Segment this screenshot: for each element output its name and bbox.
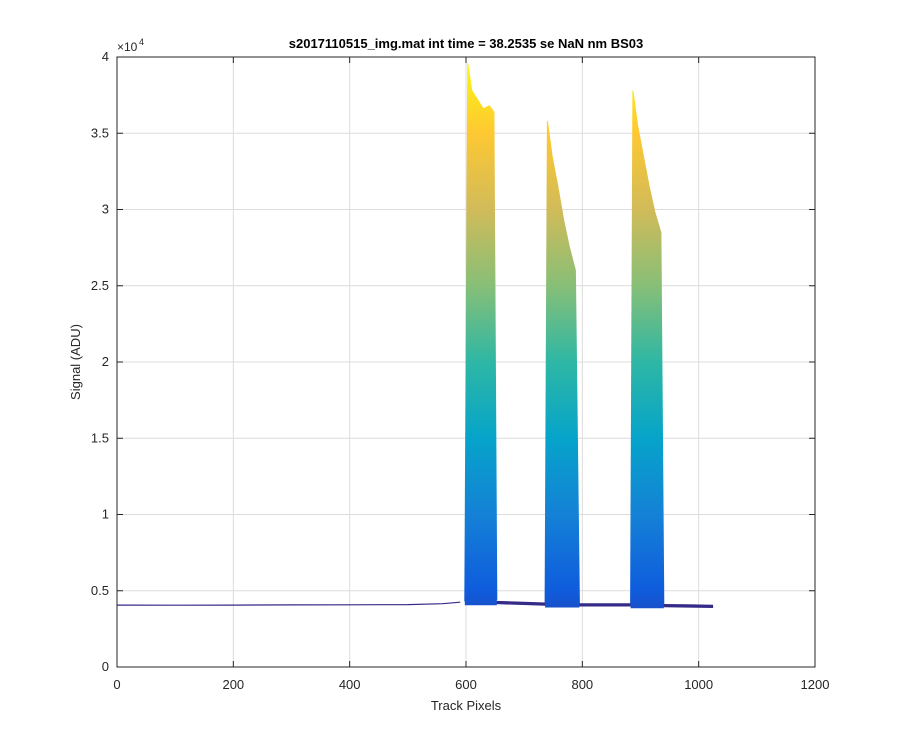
chart-title: s2017110515_img.mat int time = 38.2535 s… (289, 36, 643, 51)
y-tick-labels: 0 0.5 1 1.5 2 2.5 3 3.5 4 (91, 49, 109, 674)
gap-trace-3 (663, 603, 714, 609)
x-tick-label: 400 (339, 677, 361, 692)
y-tick-label: 3 (102, 202, 109, 217)
y-tick-label: 4 (102, 49, 109, 64)
data-layer (117, 63, 714, 609)
y-tick-label: 0 (102, 659, 109, 674)
x-axis-label: Track Pixels (431, 698, 502, 713)
signal-peak-edge-1 (464, 63, 498, 602)
x-tick-label: 800 (571, 677, 593, 692)
y-tick-label: 2.5 (91, 278, 109, 293)
x-tick-labels: 0 200 400 600 800 1000 1200 (113, 677, 829, 692)
y-tick-label: 3.5 (91, 125, 109, 140)
x-tick-label: 200 (222, 677, 244, 692)
gap-trace-2 (578, 603, 632, 607)
y-tick-label: 0.5 (91, 583, 109, 598)
y-exponent-base: ×10 (117, 40, 138, 54)
signal-peak-edge-3 (630, 90, 665, 605)
y-tick-label: 2 (102, 354, 109, 369)
y-tick-label: 1.5 (91, 430, 109, 445)
x-tick-label: 1200 (801, 677, 830, 692)
x-tick-label: 1000 (684, 677, 713, 692)
x-tick-label: 0 (113, 677, 120, 692)
y-tick-label: 1 (102, 507, 109, 522)
signal-peak-2 (545, 121, 580, 608)
x-tick-label: 600 (455, 677, 477, 692)
gap-trace-1 (496, 600, 546, 606)
signal-peak-1 (464, 63, 497, 606)
axis-ticks (116, 56, 816, 668)
baseline-trace (117, 601, 461, 606)
signal-peak-3 (630, 90, 664, 609)
y-axis-label: Signal (ADU) (68, 324, 83, 400)
y-exponent-power: 4 (139, 37, 144, 47)
signal-peak-edge-2 (544, 120, 580, 604)
